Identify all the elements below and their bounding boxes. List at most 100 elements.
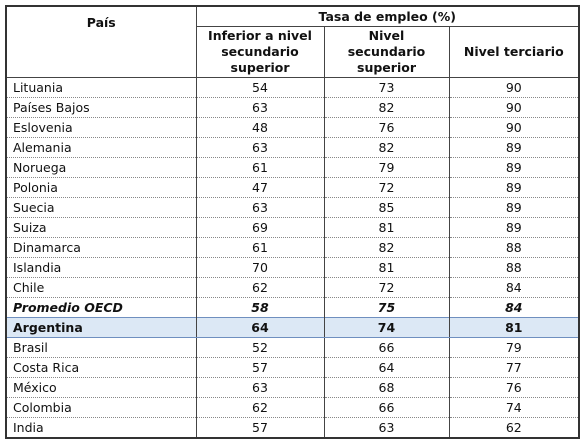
value-cell: 61 <box>195 157 325 178</box>
value-cell: 54 <box>195 77 325 98</box>
value-cell: 68 <box>323 377 450 398</box>
value-cell: 84 <box>448 297 580 318</box>
value-cell: 79 <box>448 337 580 358</box>
country-header: País <box>5 5 197 78</box>
value-cell: 90 <box>448 117 580 138</box>
table-row: Islandia 70 81 88 <box>5 257 580 278</box>
table-row: Argentina 64 74 81 <box>5 317 580 338</box>
value-cell: 88 <box>448 257 580 278</box>
value-cell: 72 <box>323 177 450 198</box>
group-header: Tasa de empleo (%) <box>195 5 580 27</box>
value-cell: 75 <box>323 297 450 318</box>
value-cell: 84 <box>448 277 580 298</box>
country-cell: Costa Rica <box>5 357 197 378</box>
value-cell: 64 <box>195 317 325 338</box>
value-cell: 89 <box>448 177 580 198</box>
country-cell: Suiza <box>5 217 197 238</box>
country-cell: Alemania <box>5 137 197 158</box>
value-cell: 81 <box>323 217 450 238</box>
value-cell: 77 <box>448 357 580 378</box>
country-cell: Dinamarca <box>5 237 197 258</box>
value-cell: 52 <box>195 337 325 358</box>
value-cell: 63 <box>195 97 325 118</box>
value-cell: 72 <box>323 277 450 298</box>
country-cell: Noruega <box>5 157 197 178</box>
country-cell: Eslovenia <box>5 117 197 138</box>
column-header-line: superior <box>357 60 416 75</box>
country-cell: India <box>5 417 197 439</box>
employment-table: País Tasa de empleo (%) Inferior a nivel… <box>5 5 581 439</box>
table-row: Dinamarca 61 82 88 <box>5 237 580 258</box>
table-row: Promedio OECD 58 75 84 <box>5 297 580 318</box>
table-row: Polonia 47 72 89 <box>5 177 580 198</box>
table-row: Suecia 63 85 89 <box>5 197 580 218</box>
value-cell: 81 <box>448 317 580 338</box>
value-cell: 70 <box>195 257 325 278</box>
table-row: Lituania 54 73 90 <box>5 77 580 98</box>
column-header-line: secundario <box>221 44 299 59</box>
value-cell: 58 <box>195 297 325 318</box>
value-cell: 88 <box>448 237 580 258</box>
value-cell: 79 <box>323 157 450 178</box>
value-cell: 82 <box>323 97 450 118</box>
value-cell: 81 <box>323 257 450 278</box>
value-cell: 89 <box>448 137 580 158</box>
table-body: Lituania 54 73 90 Países Bajos 63 82 90 Esloveni… <box>5 77 580 439</box>
table-row: Países Bajos 63 82 90 <box>5 97 580 118</box>
value-cell: 66 <box>323 337 450 358</box>
value-cell: 82 <box>323 137 450 158</box>
value-cell: 66 <box>323 397 450 418</box>
value-cell: 47 <box>195 177 325 198</box>
value-cell: 90 <box>448 97 580 118</box>
value-cell: 57 <box>195 357 325 378</box>
country-cell: México <box>5 377 197 398</box>
value-cell: 74 <box>448 397 580 418</box>
value-cell: 62 <box>195 397 325 418</box>
value-cell: 63 <box>195 197 325 218</box>
value-cell: 62 <box>448 417 580 439</box>
table-row: Costa Rica 57 64 77 <box>5 357 580 378</box>
table-row: Eslovenia 48 76 90 <box>5 117 580 138</box>
value-cell: 73 <box>323 77 450 98</box>
value-cell: 63 <box>323 417 450 439</box>
column-header: Nivel terciario <box>448 26 580 78</box>
value-cell: 69 <box>195 217 325 238</box>
table-row: Alemania 63 82 89 <box>5 137 580 158</box>
value-cell: 82 <box>323 237 450 258</box>
table-row: Suiza 69 81 89 <box>5 217 580 238</box>
column-header-line: Inferior a nivel <box>208 28 312 43</box>
value-cell: 76 <box>448 377 580 398</box>
column-header-line: Nivel <box>368 28 405 43</box>
table-header: País Tasa de empleo (%) Inferior a nivel… <box>5 5 580 78</box>
country-cell: Lituania <box>5 77 197 98</box>
country-cell: Argentina <box>5 317 197 338</box>
country-cell: Islandia <box>5 257 197 278</box>
table-row: Brasil 52 66 79 <box>5 337 580 358</box>
value-cell: 48 <box>195 117 325 138</box>
value-cell: 76 <box>323 117 450 138</box>
value-cell: 61 <box>195 237 325 258</box>
country-cell: Polonia <box>5 177 197 198</box>
value-cell: 74 <box>323 317 450 338</box>
value-cell: 57 <box>195 417 325 439</box>
value-cell: 63 <box>195 377 325 398</box>
table-row: Noruega 61 79 89 <box>5 157 580 178</box>
value-cell: 89 <box>448 197 580 218</box>
country-cell: Promedio OECD <box>5 297 197 318</box>
country-cell: Colombia <box>5 397 197 418</box>
value-cell: 85 <box>323 197 450 218</box>
column-header-line: secundario <box>347 44 426 59</box>
country-cell: Brasil <box>5 337 197 358</box>
column-header-line: Nivel terciario <box>463 44 564 59</box>
country-cell: Países Bajos <box>5 97 197 118</box>
value-cell: 63 <box>195 137 325 158</box>
country-cell: Chile <box>5 277 197 298</box>
value-cell: 89 <box>448 157 580 178</box>
country-cell: Suecia <box>5 197 197 218</box>
column-header-line: superior <box>230 60 290 75</box>
table-row: Chile 62 72 84 <box>5 277 580 298</box>
value-cell: 64 <box>323 357 450 378</box>
table-row: India 57 63 62 <box>5 417 580 439</box>
table-row: Colombia 62 66 74 <box>5 397 580 418</box>
